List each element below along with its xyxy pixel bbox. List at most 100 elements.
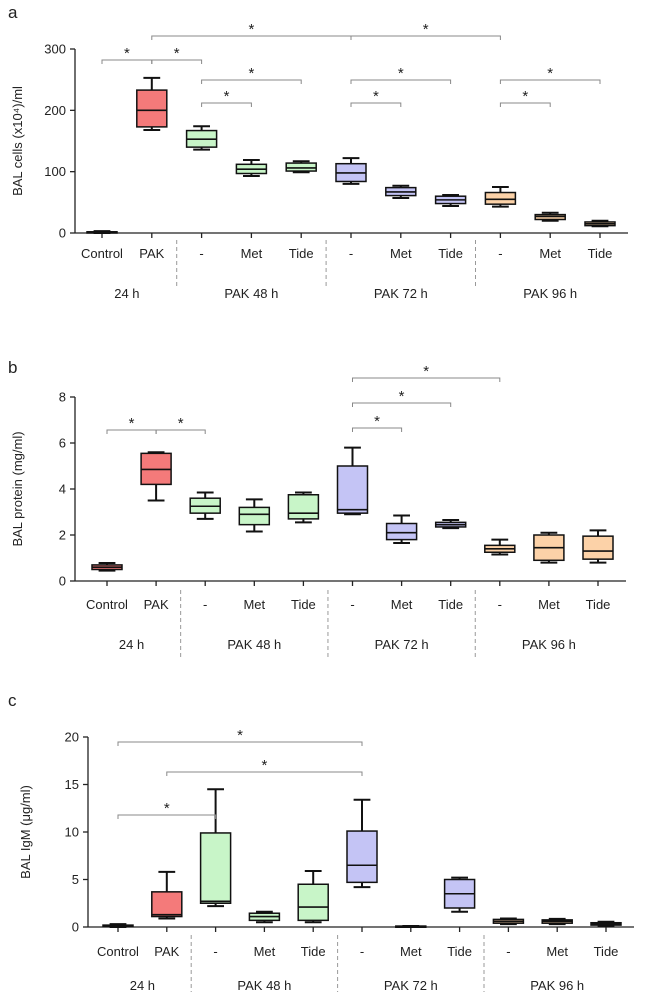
iqr-box [336, 465, 369, 514]
significance-star: * [423, 363, 429, 380]
category-label: PAK [144, 597, 169, 612]
box-plot [335, 157, 367, 185]
category-label: - [350, 597, 354, 612]
bracket-line [352, 402, 452, 407]
significance-star: * [174, 45, 180, 62]
box-plot [185, 125, 218, 151]
iqr-box [287, 494, 320, 520]
y-tick-label: 8 [59, 390, 66, 405]
significance-bracket: * [352, 413, 403, 432]
bracket-line [350, 35, 501, 40]
iqr-box [582, 535, 614, 560]
bracket-line [151, 59, 203, 64]
group-label: PAK 48 h [237, 978, 291, 993]
group-label: PAK 96 h [530, 978, 584, 993]
category-label: Met [243, 597, 265, 612]
box-plot [541, 917, 573, 926]
significance-bracket: * [350, 21, 501, 40]
panel-letter: c [8, 691, 17, 710]
category-label: Control [97, 944, 139, 959]
significance-star: * [124, 45, 130, 62]
significance-star: * [374, 413, 380, 430]
group-label: PAK 72 h [375, 637, 429, 652]
category-label: Tide [586, 597, 611, 612]
bracket-line [350, 102, 402, 107]
bracket-line [352, 377, 501, 382]
box-plot [584, 219, 616, 228]
significance-star: * [248, 65, 254, 82]
box-plot [86, 230, 118, 234]
y-tick-label: 300 [44, 42, 66, 57]
bracket-line [117, 741, 363, 746]
box-plot [248, 910, 281, 924]
box-plot [189, 491, 221, 520]
y-tick-label: 20 [65, 730, 79, 745]
category-label: Tide [594, 944, 619, 959]
category-label: - [349, 246, 353, 261]
bracket-line [166, 771, 363, 776]
category-label: PAK [139, 246, 164, 261]
iqr-box [136, 89, 168, 128]
bracket-line [155, 429, 206, 434]
category-label: Tide [438, 597, 463, 612]
box-plot [590, 920, 622, 928]
panel-letter: a [8, 3, 18, 22]
bracket-line [117, 814, 217, 819]
panel-letter: b [8, 358, 17, 377]
box-plot [91, 562, 123, 572]
group-label: PAK 72 h [374, 286, 428, 301]
category-label: Met [241, 246, 263, 261]
iqr-box [297, 883, 329, 922]
y-tick-label: 6 [59, 436, 66, 451]
box-plot [287, 491, 320, 524]
bracket-line [350, 79, 452, 84]
y-tick-label: 200 [44, 103, 66, 118]
significance-bracket: * [499, 88, 551, 107]
box-plot [199, 788, 232, 908]
box-plot [533, 531, 565, 564]
category-label: Met [390, 246, 412, 261]
y-tick-label: 5 [72, 872, 79, 887]
y-tick-label: 10 [65, 825, 79, 840]
significance-star: * [399, 388, 405, 405]
box-plot [235, 159, 268, 177]
box-plot [102, 923, 134, 928]
significance-bracket: * [106, 415, 157, 434]
group-label: 24 h [114, 286, 139, 301]
y-axis-label: BAL cells (x10⁴)/ml [10, 86, 25, 196]
box-plot [136, 76, 168, 131]
significance-bracket: * [117, 727, 363, 746]
category-label: Control [81, 246, 123, 261]
y-tick-label: 0 [72, 920, 79, 935]
box-plot [434, 193, 467, 208]
significance-bracket: * [101, 45, 153, 64]
significance-star: * [398, 65, 404, 82]
iqr-box [346, 830, 378, 884]
group-label: PAK 96 h [523, 286, 577, 301]
box-plot [434, 519, 467, 530]
significance-bracket: * [352, 363, 501, 382]
category-label: Tide [301, 944, 326, 959]
bracket-line [499, 102, 551, 107]
box-plot [484, 186, 517, 208]
bracket-line [352, 427, 403, 432]
iqr-box [199, 832, 232, 905]
significance-star: * [129, 415, 135, 432]
significance-star: * [178, 415, 184, 432]
bracket-line [201, 79, 302, 84]
category-label: PAK [154, 944, 179, 959]
box-plot [534, 211, 566, 222]
significance-bracket: * [499, 65, 601, 84]
y-tick-label: 0 [59, 574, 66, 589]
group-label: PAK 48 h [227, 637, 281, 652]
group-label: 24 h [130, 978, 155, 993]
group-label: PAK 48 h [224, 286, 278, 301]
box-plot [395, 925, 427, 928]
category-label: Tide [291, 597, 316, 612]
significance-bracket: * [166, 757, 363, 776]
y-tick-label: 0 [59, 226, 66, 241]
box-plot [285, 160, 317, 174]
iqr-box [385, 522, 418, 541]
bracket-line [201, 102, 252, 107]
